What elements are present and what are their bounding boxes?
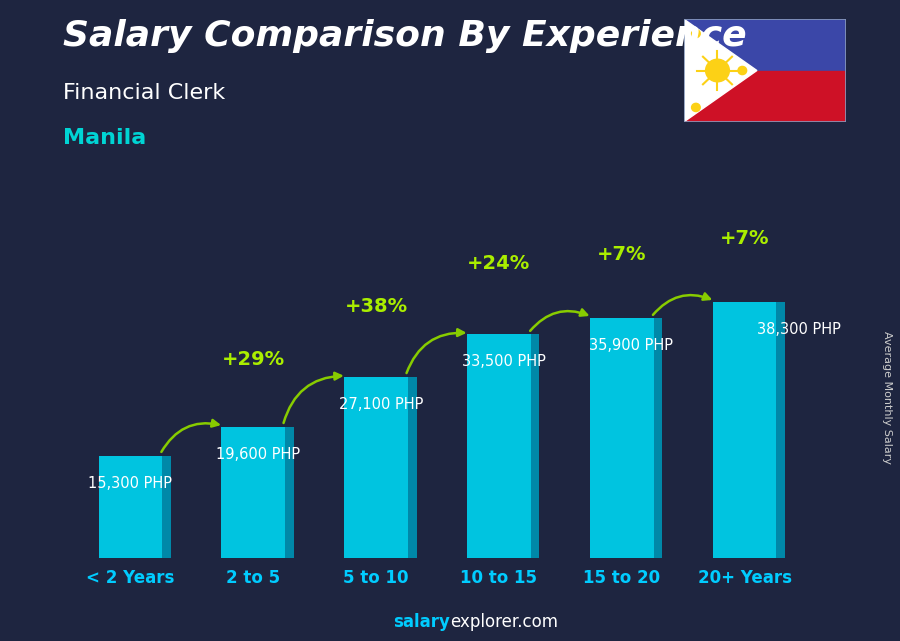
Text: +7%: +7% bbox=[720, 229, 770, 247]
Polygon shape bbox=[531, 335, 539, 558]
Bar bbox=[713, 303, 777, 558]
Polygon shape bbox=[653, 319, 662, 558]
Circle shape bbox=[691, 29, 700, 38]
Text: +24%: +24% bbox=[467, 254, 530, 273]
Text: Salary Comparison By Experience: Salary Comparison By Experience bbox=[63, 19, 747, 53]
Text: 19,600 PHP: 19,600 PHP bbox=[217, 447, 301, 462]
Polygon shape bbox=[408, 377, 417, 558]
Bar bbox=[684, 71, 846, 122]
Text: 38,300 PHP: 38,300 PHP bbox=[757, 322, 841, 337]
Text: +29%: +29% bbox=[221, 350, 285, 369]
Polygon shape bbox=[684, 19, 757, 122]
Bar bbox=[221, 427, 285, 558]
Bar bbox=[344, 377, 408, 558]
Text: 15,300 PHP: 15,300 PHP bbox=[87, 476, 172, 490]
Text: 35,900 PHP: 35,900 PHP bbox=[589, 338, 672, 353]
Text: Average Monthly Salary: Average Monthly Salary bbox=[881, 331, 892, 464]
Text: explorer.com: explorer.com bbox=[450, 613, 558, 631]
Polygon shape bbox=[777, 303, 785, 558]
Bar bbox=[467, 335, 531, 558]
Bar bbox=[684, 19, 846, 71]
Circle shape bbox=[706, 59, 729, 82]
Text: Manila: Manila bbox=[63, 128, 146, 148]
Polygon shape bbox=[285, 427, 294, 558]
Text: 33,500 PHP: 33,500 PHP bbox=[462, 354, 546, 369]
Circle shape bbox=[691, 103, 700, 112]
Circle shape bbox=[738, 67, 747, 74]
Bar bbox=[590, 319, 653, 558]
Text: +7%: +7% bbox=[597, 245, 646, 263]
Polygon shape bbox=[163, 456, 171, 558]
Text: salary: salary bbox=[393, 613, 450, 631]
Bar bbox=[99, 456, 163, 558]
Text: +38%: +38% bbox=[345, 297, 408, 315]
Text: Financial Clerk: Financial Clerk bbox=[63, 83, 225, 103]
Text: 27,100 PHP: 27,100 PHP bbox=[339, 397, 424, 412]
